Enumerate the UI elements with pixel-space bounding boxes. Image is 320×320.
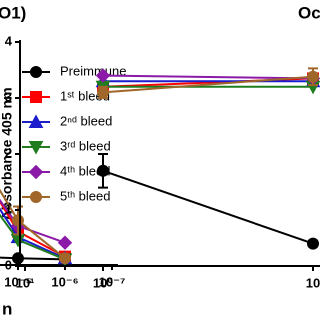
y-tick-label: 4 <box>5 33 13 48</box>
y-tick-label: 2 <box>5 145 12 160</box>
x-tick-label: 10 <box>306 275 320 290</box>
marker <box>28 164 44 180</box>
y-tick-label: 1 <box>5 201 12 216</box>
marker <box>30 66 42 78</box>
marker <box>30 91 42 103</box>
x-tick-label: 10¹ <box>16 275 35 290</box>
x-axis-label: n <box>2 299 12 318</box>
chart-title: Oc <box>298 3 320 22</box>
legend-label: 4ᵗʰ bleed <box>60 163 111 178</box>
x-tick-label: 10⁻⁷ <box>99 274 126 289</box>
marker <box>95 68 111 83</box>
chart-title: O1) <box>0 3 26 22</box>
marker <box>307 237 319 250</box>
marker <box>28 141 44 155</box>
legend-label: 2ⁿᵈ bleed <box>60 113 112 128</box>
y-tick-label: 0 <box>5 257 12 272</box>
marker <box>307 70 319 83</box>
marker <box>59 252 71 265</box>
marker <box>97 164 109 177</box>
legend-label: Preimmune <box>60 63 126 78</box>
legend-label: 5ᵗʰ bleed <box>60 188 111 203</box>
x-tick-label: 10⁻⁵ <box>4 274 31 289</box>
x-tick-label: 10⁻⁶ <box>51 274 78 289</box>
series-line <box>102 169 314 245</box>
series-line <box>102 74 314 80</box>
marker <box>30 191 42 203</box>
marker <box>12 214 24 227</box>
series-line <box>102 75 314 94</box>
marker <box>12 252 24 265</box>
x-tick-label: 10⁰ <box>93 275 113 290</box>
marker <box>97 86 109 99</box>
y-tick-label: 3 <box>5 89 12 104</box>
legend-label: 3ʳᵈ bleed <box>60 138 111 153</box>
marker <box>28 114 44 128</box>
marker <box>57 235 73 250</box>
y-axis-label: Absorbance 405 nm <box>0 87 15 220</box>
